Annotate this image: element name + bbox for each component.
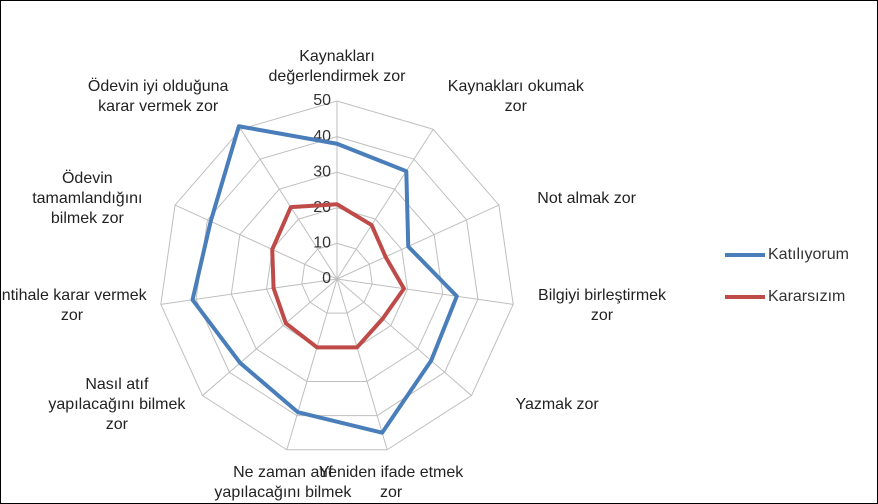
category-label: Ödevin tamamlandığını bilmek zor	[32, 170, 143, 228]
spoke	[240, 128, 338, 280]
spoke	[336, 278, 472, 396]
y-tick-label: 30	[313, 163, 331, 180]
grid-ring	[160, 100, 514, 451]
spoke	[336, 278, 388, 450]
spoke	[174, 204, 338, 280]
category-label: Ne zaman atıf yapılacağını bilmek zor	[214, 464, 352, 502]
category-label: Yazmak zor	[515, 395, 599, 413]
series-line	[270, 202, 406, 350]
y-tick-label: 50	[313, 92, 331, 109]
category-label: İntihale karar vermek zor	[0, 287, 147, 325]
grid-ring	[195, 136, 479, 417]
spoke	[160, 278, 338, 305]
grid-ring	[301, 242, 373, 314]
spoke	[336, 204, 500, 280]
category-label: Ödevin iyi olduğuna karar vermek zor	[87, 78, 229, 116]
spoke	[286, 278, 338, 450]
category-label: Nasıl atıf yapılacağını bilmek zor	[48, 375, 186, 433]
category-label: Not almak zor	[537, 190, 636, 208]
category-label: Kaynakları değerlendirmek zor	[268, 48, 406, 85]
grid-ring	[230, 171, 444, 382]
category-label: Kaynakları okumak zor	[447, 78, 584, 116]
y-tick-label: 0	[322, 270, 331, 287]
spoke	[336, 128, 434, 280]
legend-label: Kararsızım	[768, 288, 845, 305]
spoke	[336, 278, 514, 305]
category-label: Bilgiyi birleştirmek zor	[538, 287, 667, 325]
y-tick-label: 10	[313, 235, 331, 252]
category-label: Yeniden ifade etmek zor	[318, 464, 464, 502]
spoke	[202, 278, 338, 396]
series-line	[190, 124, 459, 435]
legend-label: Katılıyorum	[768, 246, 849, 263]
